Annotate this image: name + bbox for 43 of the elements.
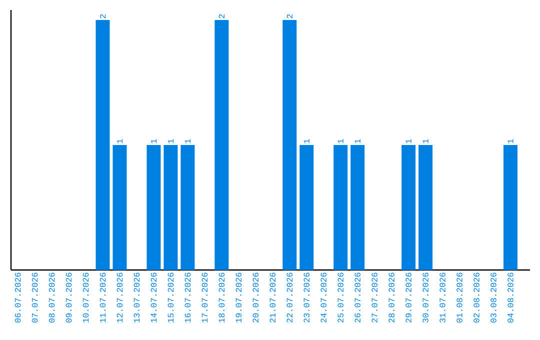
x-tick-label: 07.07.2026	[32, 272, 38, 322]
x-tick-label: 01.08.2026	[456, 272, 462, 322]
data-label: 1	[304, 139, 310, 144]
x-tick-label: 28.07.2026	[388, 272, 394, 322]
x-tick-label: 22.07.2026	[286, 272, 292, 322]
x-tick-label: 21.07.2026	[270, 272, 276, 322]
x-tick-label: 02.08.2026	[474, 272, 480, 322]
x-tick-label: 15.07.2026	[168, 272, 174, 322]
data-label: 1	[150, 139, 156, 144]
data-label: 2	[286, 14, 292, 18]
x-tick-label: 14.07.2026	[150, 272, 157, 322]
x-tick-label: 03.08.2026	[490, 272, 496, 322]
data-label: 1	[422, 139, 428, 144]
data-label: 2	[100, 14, 106, 18]
data-label: 2	[218, 14, 224, 18]
x-tick-label: 04.08.2026	[508, 272, 514, 322]
x-tick-label: 23.07.2026	[304, 272, 310, 322]
x-tick-label: 19.07.2026	[236, 272, 242, 322]
x-tick-label: 12.07.2026	[116, 272, 123, 322]
data-label: 1	[338, 139, 344, 144]
x-tick-label: 18.07.2026	[218, 272, 225, 322]
x-tick-label: 16.07.2026	[184, 272, 191, 322]
x-tick-label: 29.07.2026	[406, 272, 412, 322]
x-tick-label: 10.07.2026	[82, 272, 89, 322]
x-tick-label: 13.07.2026	[134, 272, 140, 322]
x-tick-label: 27.07.2026	[372, 272, 378, 322]
data-label: 1	[406, 139, 412, 144]
data-label: 1	[508, 139, 514, 144]
x-tick-label: 11.07.2026	[100, 272, 106, 322]
data-label: 1	[168, 139, 174, 144]
x-tick-label: 20.07.2026	[252, 272, 259, 322]
x-tick-label: 26.07.2026	[354, 272, 360, 322]
x-tick-label: 08.07.2026	[48, 272, 55, 322]
x-tick-label: 24.07.2026	[320, 272, 326, 322]
x-tick-label: 09.07.2026	[66, 272, 72, 322]
x-tick-label: 17.07.2026	[202, 272, 208, 322]
x-tick-label: 30.07.2026	[422, 272, 428, 322]
x-tick-label: 25.07.2026	[338, 272, 344, 322]
x-tick-label: 06.07.2026	[14, 272, 21, 322]
data-label: 1	[354, 139, 360, 144]
data-label: 1	[116, 139, 123, 144]
data-label: 1	[184, 139, 190, 144]
x-tick-label: 31.07.2026	[440, 272, 446, 322]
